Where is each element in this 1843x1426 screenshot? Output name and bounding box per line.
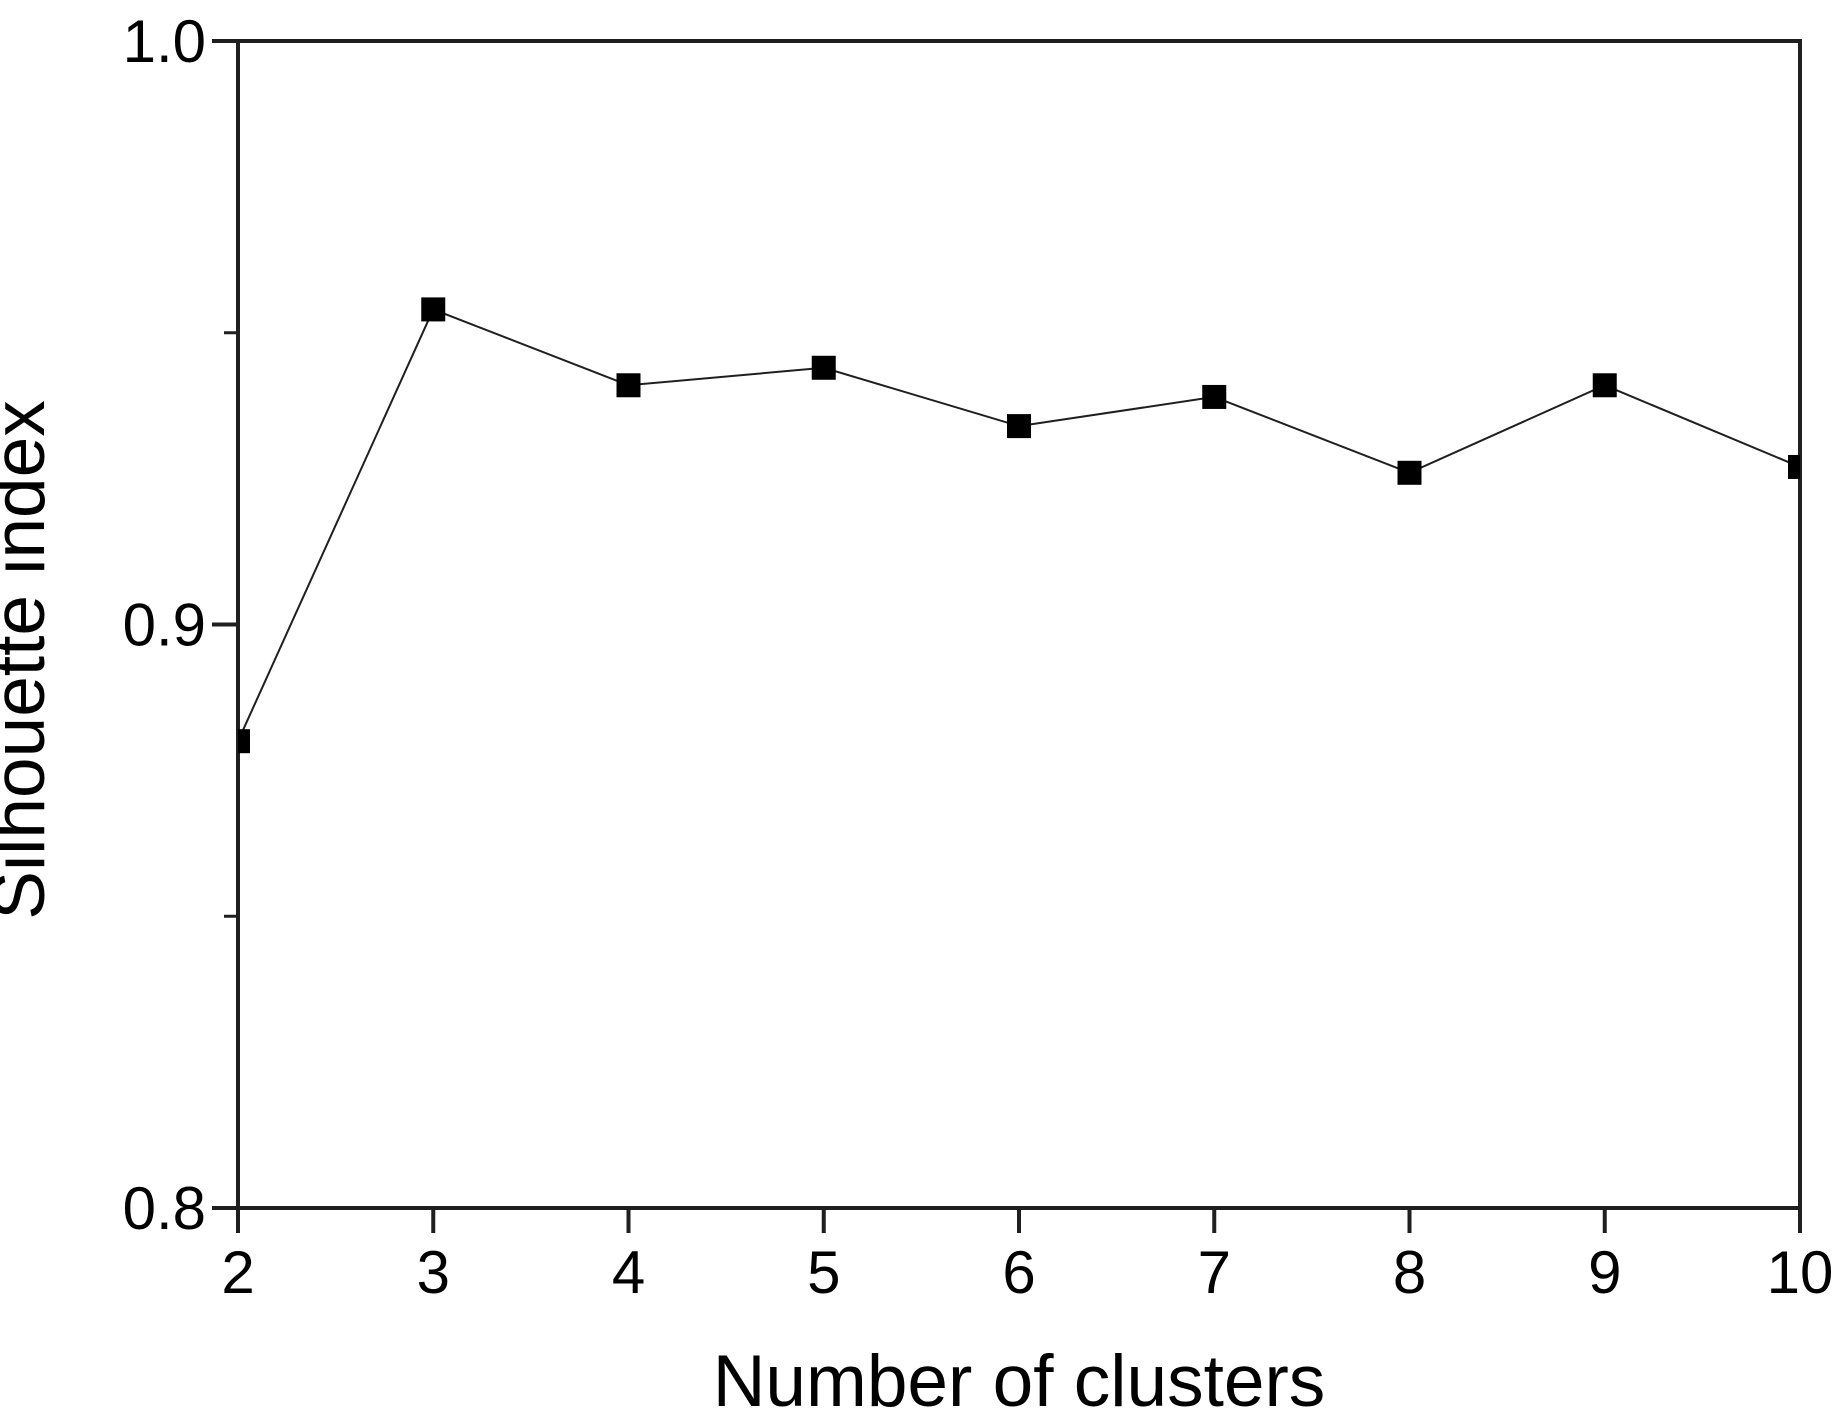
data-point-marker: [616, 373, 641, 398]
x-tick-label: 8: [1393, 1239, 1426, 1306]
x-axis-title: Number of clusters: [713, 1341, 1326, 1422]
x-tick-label: 2: [221, 1239, 254, 1306]
data-point-marker: [238, 729, 250, 754]
x-tick-label: 10: [1767, 1239, 1834, 1306]
data-series-silhouette: [238, 297, 1800, 754]
data-point-marker: [1788, 454, 1800, 479]
x-tick-label: 9: [1588, 1239, 1621, 1306]
series-line: [238, 308, 1800, 742]
y-tick-label: 0.9: [123, 592, 206, 659]
x-tick-label: 4: [612, 1239, 645, 1306]
y-axis: 1.0 0.9 0.8: [123, 8, 238, 1242]
y-tick-label: 1.0: [123, 8, 206, 75]
x-tick-label: 3: [417, 1239, 450, 1306]
x-tick-label: 7: [1198, 1239, 1231, 1306]
data-point-marker: [1592, 373, 1617, 398]
x-tick-label: 6: [1002, 1239, 1035, 1306]
y-axis-title: Silhouette index: [0, 400, 60, 919]
data-point-marker: [1397, 460, 1422, 485]
data-point-marker: [1007, 414, 1031, 439]
data-point-marker: [811, 355, 836, 380]
y-tick-label: 0.8: [123, 1175, 206, 1242]
x-axis: 2 3 4 5 6 7 8 9 10: [221, 1208, 1833, 1306]
data-point-marker: [1202, 384, 1227, 409]
x-tick-label: 5: [807, 1239, 840, 1306]
plot-border-box: [236, 39, 1802, 1210]
data-point-marker: [421, 297, 446, 322]
